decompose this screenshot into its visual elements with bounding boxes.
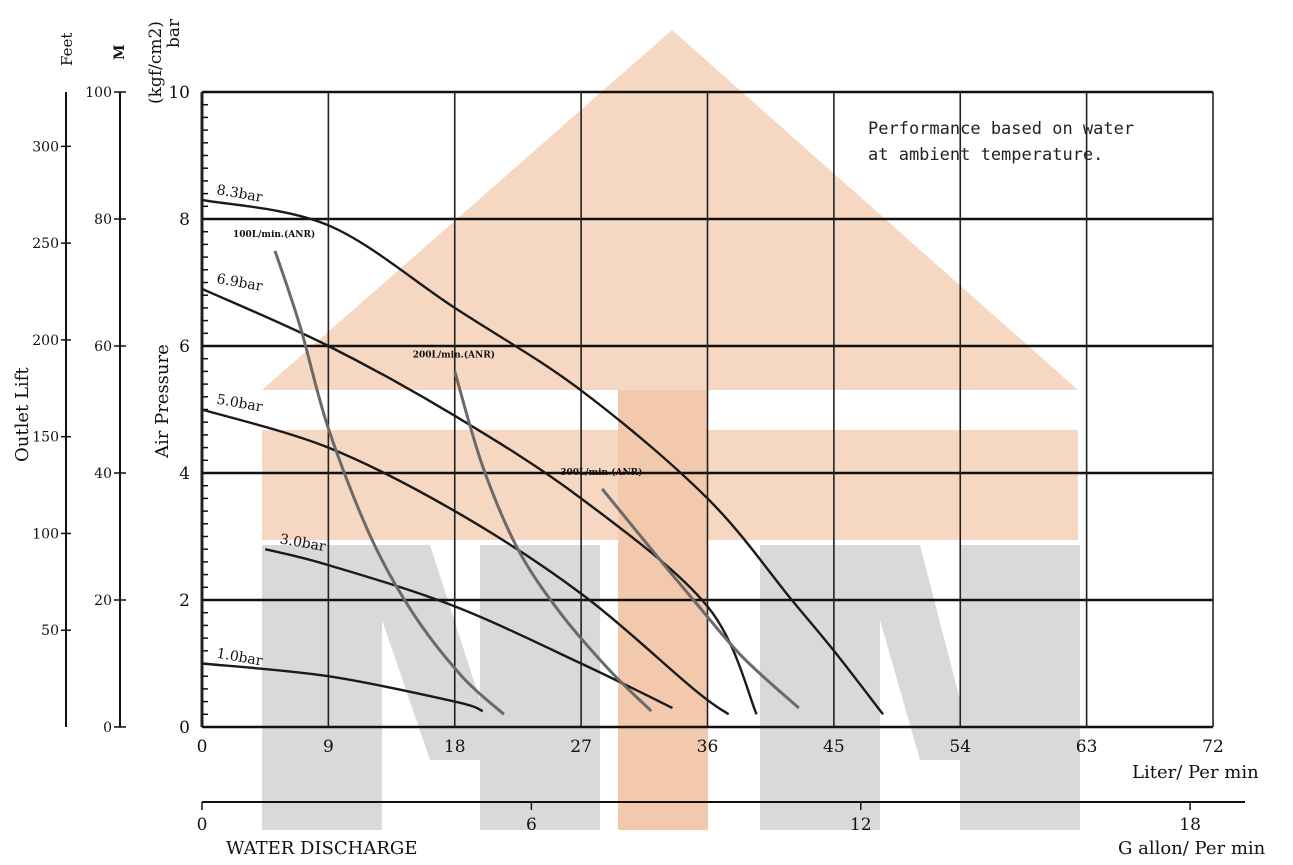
m-axis-title: M: [112, 44, 128, 61]
series-line-1: [201, 287, 758, 715]
m-tick-label: 80: [94, 212, 112, 228]
x-tick-label: 72: [1202, 737, 1224, 757]
feet-axis-title: Feet: [58, 32, 76, 66]
x2-tick-label: 12: [850, 815, 872, 835]
series-line-3: [264, 548, 673, 710]
m-tick-label: 0: [103, 720, 112, 736]
feet-tick-label: 200: [32, 333, 59, 349]
x-tick-label: 18: [444, 737, 466, 757]
x-tick-label: 36: [697, 737, 719, 757]
water-discharge-label: WATER DISCHARGE: [226, 838, 418, 859]
m-tick-label: 100: [85, 85, 112, 101]
x2-tick-label: 18: [1179, 815, 1201, 835]
y-axis-title: Air Pressure: [152, 344, 173, 458]
y-axis-unit: (kgf/cm2): [146, 21, 166, 104]
series-line-6: [453, 370, 653, 713]
x-tick-label: 45: [823, 737, 845, 757]
series-line-4: [201, 662, 484, 713]
y-tick-label: 10: [168, 83, 190, 103]
series-label-3: 3.0bar: [278, 531, 327, 555]
x2-axis-title: G allon/ Per min: [1118, 838, 1266, 859]
series-line-5: [273, 250, 505, 716]
series-lines: [201, 198, 884, 716]
feet-tick-label: 150: [32, 430, 59, 446]
series-label-4: 1.0bar: [215, 646, 264, 670]
x-tick-label: 63: [1076, 737, 1098, 757]
y-tick-label: 4: [179, 464, 190, 484]
series-line-0: [201, 198, 884, 716]
outlet-lift-title: Outlet Lift: [12, 367, 33, 462]
grid: [200, 90, 1214, 729]
series-label-6: 200L/min.(ANR): [413, 349, 495, 360]
x-tick-label: 0: [197, 737, 208, 757]
feet-tick-label: 300: [32, 139, 59, 155]
axes: [61, 91, 1245, 810]
y-tick-label: 8: [179, 210, 190, 230]
chart-note: Performance based on water at ambient tem…: [868, 119, 1135, 165]
y-tick-label: 0: [179, 718, 190, 738]
y-tick-label: 2: [179, 591, 190, 611]
x-axis-title: Liter/ Per min: [1132, 762, 1259, 783]
feet-tick-label: 50: [41, 623, 59, 639]
m-tick-label: 60: [94, 339, 112, 355]
series-line-2: [201, 408, 730, 716]
y-axis-unit-bar: bar: [164, 18, 184, 48]
x-tick-label: 54: [949, 737, 971, 757]
series-label-1: 6.9bar: [215, 271, 264, 295]
watermark-logo: [262, 30, 1080, 830]
series-label-5: 100L/min.(ANR): [233, 229, 315, 240]
series-label-7: 300L/min.(ANR): [560, 467, 642, 478]
series-line-7: [601, 487, 800, 710]
y-tick-label: 6: [179, 337, 190, 357]
x-tick-label: 9: [323, 737, 334, 757]
m-tick-label: 20: [94, 593, 112, 609]
x-tick-label: 27: [570, 737, 592, 757]
feet-tick-label: 100: [32, 526, 59, 542]
x2-tick-label: 6: [526, 815, 537, 835]
series-label-2: 5.0bar: [215, 392, 264, 416]
feet-tick-label: 250: [32, 236, 59, 252]
series-label-0: 8.3bar: [215, 182, 264, 206]
m-tick-label: 40: [94, 466, 112, 482]
x2-tick-label: 0: [197, 815, 208, 835]
